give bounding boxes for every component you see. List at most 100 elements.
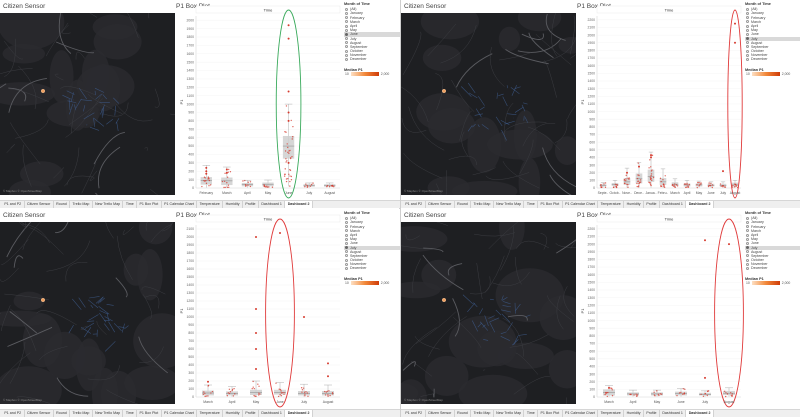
radio-icon[interactable] bbox=[345, 229, 348, 233]
outlier-point[interactable] bbox=[225, 171, 228, 174]
radio-icon[interactable] bbox=[746, 24, 749, 28]
sheet-tab[interactable]: Trello Map bbox=[70, 410, 93, 417]
box-plot[interactable]: Time 0 100 200 300 400 500 600 700 800 900 1000 1100… bbox=[401, 0, 800, 200]
sheet-tab[interactable]: P1 and P2 bbox=[403, 410, 426, 417]
radio-icon[interactable] bbox=[345, 11, 348, 15]
month-option[interactable]: October bbox=[745, 258, 800, 262]
sheet-tab[interactable]: Trello Map bbox=[471, 410, 494, 417]
outlier-point[interactable] bbox=[255, 236, 257, 238]
sheet-tab[interactable]: Citizen Sensor bbox=[426, 201, 455, 208]
outlier-point[interactable] bbox=[608, 386, 610, 389]
month-option[interactable]: August bbox=[745, 41, 800, 45]
outlier-point[interactable] bbox=[287, 161, 290, 164]
outlier-point[interactable] bbox=[650, 154, 652, 157]
month-option[interactable]: March bbox=[745, 229, 800, 233]
city-map[interactable]: © Mapbox © OpenStreetMap bbox=[0, 13, 175, 195]
sheet-tab[interactable]: Humidity bbox=[223, 410, 243, 417]
month-option[interactable]: January bbox=[745, 220, 800, 224]
sheet-tab[interactable]: Dashboard 2 bbox=[285, 201, 313, 208]
month-option[interactable]: December bbox=[344, 266, 400, 270]
sheet-tab[interactable]: P1 Calendar Chart bbox=[162, 201, 198, 208]
sheet-tab[interactable]: P1 and P2 bbox=[403, 201, 426, 208]
month-option[interactable]: June bbox=[745, 32, 800, 36]
month-option[interactable]: February bbox=[745, 16, 800, 20]
outlier-point[interactable] bbox=[205, 166, 208, 169]
city-map[interactable]: © Mapbox © OpenStreetMap bbox=[401, 222, 576, 404]
month-option[interactable]: December bbox=[745, 266, 800, 270]
outlier-point[interactable] bbox=[287, 119, 290, 122]
radio-icon[interactable] bbox=[345, 220, 348, 224]
month-option[interactable]: December bbox=[745, 57, 800, 61]
box-plot[interactable]: Time 0 100 200 300 400 500 600 700 800 900 1000 1100… bbox=[0, 209, 400, 409]
radio-icon[interactable] bbox=[345, 233, 348, 237]
sheet-tab[interactable]: Profile bbox=[243, 201, 259, 208]
outlier-point[interactable] bbox=[279, 232, 281, 234]
sheet-tab[interactable]: Temperature bbox=[598, 201, 625, 208]
sheet-tab[interactable]: Temperature bbox=[197, 201, 224, 208]
box[interactable] bbox=[659, 178, 667, 185]
sheet-tab[interactable]: Dashboard 1 bbox=[660, 201, 687, 208]
box[interactable] bbox=[635, 173, 643, 184]
radio-icon[interactable] bbox=[746, 58, 749, 62]
radio-icon[interactable] bbox=[746, 49, 749, 53]
sheet-tab[interactable]: Humidity bbox=[223, 201, 243, 208]
sheet-tab[interactable]: Temperature bbox=[197, 410, 224, 417]
month-option[interactable]: February bbox=[344, 16, 400, 20]
radio-icon[interactable] bbox=[746, 37, 749, 41]
radio-icon[interactable] bbox=[345, 58, 348, 62]
month-option[interactable]: September bbox=[344, 45, 400, 49]
sheet-tab[interactable]: Dashboard 1 bbox=[259, 201, 286, 208]
outlier-point[interactable] bbox=[255, 368, 257, 370]
map-canvas[interactable] bbox=[0, 13, 175, 195]
month-option[interactable]: May bbox=[344, 237, 400, 241]
outlier-point[interactable] bbox=[734, 41, 736, 44]
radio-icon[interactable] bbox=[746, 241, 749, 245]
box[interactable] bbox=[623, 178, 631, 185]
outlier-point[interactable] bbox=[287, 37, 290, 40]
month-option[interactable]: May bbox=[344, 28, 400, 32]
outlier-point[interactable] bbox=[728, 243, 730, 246]
sheet-tab[interactable]: P1 Box Plot bbox=[538, 410, 563, 417]
sensor-marker[interactable] bbox=[41, 88, 46, 93]
box[interactable] bbox=[282, 135, 295, 159]
month-option[interactable]: January bbox=[344, 11, 400, 15]
sensor-marker[interactable] bbox=[442, 88, 447, 93]
radio-icon[interactable] bbox=[746, 258, 749, 262]
radio-icon[interactable] bbox=[345, 28, 348, 32]
sheet-tab[interactable]: Citizen Sensor bbox=[25, 201, 54, 208]
month-option[interactable]: June bbox=[344, 32, 400, 37]
outlier-point[interactable] bbox=[303, 316, 305, 318]
sheet-tab[interactable]: Humidity bbox=[624, 201, 644, 208]
outlier-point[interactable] bbox=[650, 156, 652, 159]
radio-icon[interactable] bbox=[746, 229, 749, 233]
month-option[interactable]: August bbox=[745, 250, 800, 254]
box-plot[interactable]: Time 0 100 200 300 400 500 600 700 800 900 1000 1100… bbox=[0, 0, 400, 200]
month-option[interactable]: January bbox=[344, 220, 400, 224]
radio-icon[interactable] bbox=[345, 258, 348, 262]
radio-icon[interactable] bbox=[746, 233, 749, 237]
sheet-tab[interactable]: Humidity bbox=[624, 410, 644, 417]
month-option[interactable]: July bbox=[745, 36, 800, 41]
outlier-point[interactable] bbox=[626, 171, 628, 174]
outlier-point[interactable] bbox=[225, 168, 228, 171]
month-option[interactable]: December bbox=[344, 57, 400, 61]
month-option[interactable]: (All) bbox=[344, 216, 400, 220]
month-option[interactable]: May bbox=[745, 28, 800, 32]
map-canvas[interactable] bbox=[0, 222, 175, 404]
city-map[interactable]: © Mapbox © OpenStreetMap bbox=[0, 222, 175, 404]
outlier-point[interactable] bbox=[255, 332, 257, 334]
sheet-tab[interactable]: Profile bbox=[644, 201, 660, 208]
radio-icon[interactable] bbox=[746, 7, 749, 11]
month-option[interactable]: March bbox=[344, 20, 400, 24]
sheet-tab[interactable]: Dashboard 2 bbox=[686, 201, 714, 208]
radio-icon[interactable] bbox=[345, 237, 348, 241]
month-option[interactable]: August bbox=[344, 41, 400, 45]
outlier-point[interactable] bbox=[287, 90, 290, 93]
month-option[interactable]: March bbox=[344, 229, 400, 233]
radio-icon[interactable] bbox=[345, 49, 348, 53]
sheet-tab[interactable]: Time bbox=[524, 410, 539, 417]
month-option[interactable]: August bbox=[344, 250, 400, 254]
sheet-tab[interactable]: New Trello Map bbox=[93, 201, 124, 208]
sheet-tab[interactable]: Citizen Sensor bbox=[25, 410, 54, 417]
month-option[interactable]: April bbox=[745, 24, 800, 28]
